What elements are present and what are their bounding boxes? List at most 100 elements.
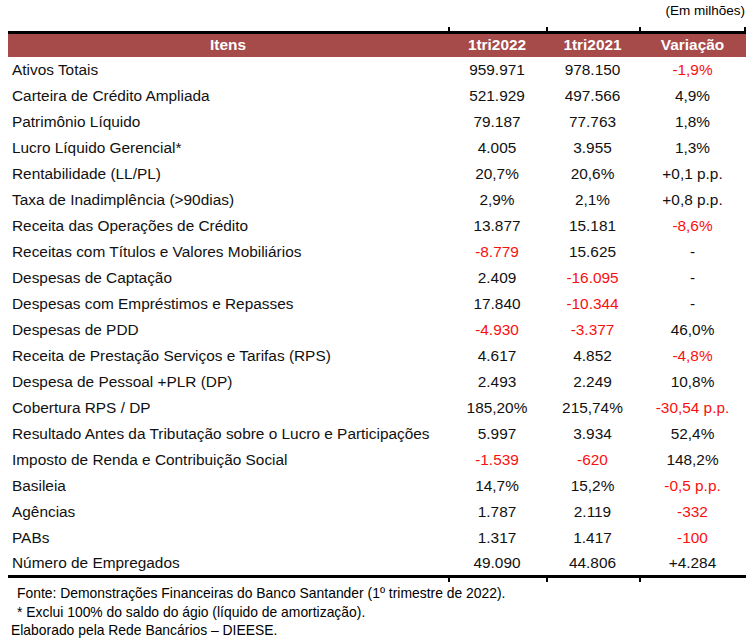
cell-q1-2021: 4.852 xyxy=(546,343,639,369)
cell-item: Receita de Prestação Serviços e Tarifas … xyxy=(8,343,448,369)
cell-q1-2021: 15.625 xyxy=(546,239,639,265)
cell-q1-2021: 3.955 xyxy=(546,135,639,161)
column-header-1tri2022: 1tri2022 xyxy=(448,33,546,57)
cell-item: Receita das Operações de Crédito xyxy=(8,213,448,239)
cell-variation: 10,8% xyxy=(639,369,746,395)
cell-q1-2021: 1.417 xyxy=(546,525,639,551)
cell-q1-2021: 497.566 xyxy=(546,83,639,109)
cell-q1-2021: 20,6% xyxy=(546,161,639,187)
cell-q1-2022: 4.005 xyxy=(448,135,546,161)
cell-q1-2022: 2,9% xyxy=(448,187,546,213)
cell-q1-2022: 959.971 xyxy=(448,57,546,83)
cell-variation: -100 xyxy=(639,525,746,551)
cell-variation: +0,8 p.p. xyxy=(639,187,746,213)
cell-item: PABs xyxy=(8,525,448,551)
cell-item: Receitas com Títulos e Valores Mobiliári… xyxy=(8,239,448,265)
column-header-1tri2021: 1tri2021 xyxy=(546,33,639,57)
cell-item: Despesas de Captação xyxy=(8,265,448,291)
cell-variation: -1,9% xyxy=(639,57,746,83)
table-row: PABs1.3171.417-100 xyxy=(8,525,746,551)
table-row: Resultado Antes da Tributação sobre o Lu… xyxy=(8,421,746,447)
cell-variation: 1,3% xyxy=(639,135,746,161)
cell-q1-2022: -4.930 xyxy=(448,317,546,343)
cell-q1-2021: 15.181 xyxy=(546,213,639,239)
table-row: Receita das Operações de Crédito13.87715… xyxy=(8,213,746,239)
cell-variation: 4,9% xyxy=(639,83,746,109)
cell-variation: -4,8% xyxy=(639,343,746,369)
column-divider-tick xyxy=(639,27,641,34)
column-header-itens: Itens xyxy=(8,33,448,57)
footnote-asterisk: * Exclui 100% do saldo do ágio (líquido … xyxy=(8,603,738,622)
cell-item: Carteira de Crédito Ampliada xyxy=(8,83,448,109)
cell-q1-2022: 1.317 xyxy=(448,525,546,551)
column-divider-tick xyxy=(639,575,641,582)
table-row: Taxa de Inadimplência (>90dias)2,9%2,1%+… xyxy=(8,187,746,213)
cell-variation: -8,6% xyxy=(639,213,746,239)
cell-variation: - xyxy=(639,291,746,317)
financial-table: Itens 1tri2022 1tri2021 Variação Ativos … xyxy=(8,31,746,578)
cell-q1-2021: 978.150 xyxy=(546,57,639,83)
cell-q1-2022: 49.090 xyxy=(448,551,546,577)
table-row: Rentabilidade (LL/PL)20,7%20,6%+0,1 p.p. xyxy=(8,161,746,187)
cell-q1-2022: 185,20% xyxy=(448,395,546,421)
cell-q1-2022: 79.187 xyxy=(448,109,546,135)
cell-q1-2021: 2.119 xyxy=(546,499,639,525)
footnotes: Fonte: Demonstrações Financeiras do Banc… xyxy=(8,584,738,640)
table-row: Ativos Totais959.971978.150-1,9% xyxy=(8,57,746,83)
cell-item: Ativos Totais xyxy=(8,57,448,83)
header-row: Itens 1tri2022 1tri2021 Variação xyxy=(8,33,746,57)
cell-item: Imposto de Renda e Contribuição Social xyxy=(8,447,448,473)
cell-q1-2022: -1.539 xyxy=(448,447,546,473)
cell-variation: 148,2% xyxy=(639,447,746,473)
cell-variation: +4.284 xyxy=(639,551,746,577)
cell-item: Lucro Líquido Gerencial* xyxy=(8,135,448,161)
column-header-variacao: Variação xyxy=(639,33,746,57)
unit-label: (Em milhões) xyxy=(665,3,745,18)
financial-table-wrap: Itens 1tri2022 1tri2021 Variação Ativos … xyxy=(8,31,746,578)
cell-q1-2021: -16.095 xyxy=(546,265,639,291)
cell-q1-2021: 15,2% xyxy=(546,473,639,499)
cell-item: Número de Empregados xyxy=(8,551,448,577)
cell-variation: 52,4% xyxy=(639,421,746,447)
table-row: Lucro Líquido Gerencial*4.0053.9551,3% xyxy=(8,135,746,161)
cell-item: Despesas de PDD xyxy=(8,317,448,343)
cell-q1-2022: 521.929 xyxy=(448,83,546,109)
table-row: Cobertura RPS / DP185,20%215,74%-30,54 p… xyxy=(8,395,746,421)
table-row: Receitas com Títulos e Valores Mobiliári… xyxy=(8,239,746,265)
cell-q1-2021: 44.806 xyxy=(546,551,639,577)
cell-q1-2022: 4.617 xyxy=(448,343,546,369)
cell-q1-2022: 13.877 xyxy=(448,213,546,239)
footnote-author: Elaborado pela Rede Bancários – DIEESE. xyxy=(8,621,738,640)
cell-variation: - xyxy=(639,239,746,265)
cell-variation: 46,0% xyxy=(639,317,746,343)
cell-variation: -30,54 p.p. xyxy=(639,395,746,421)
cell-q1-2022: 17.840 xyxy=(448,291,546,317)
cell-q1-2021: 77.763 xyxy=(546,109,639,135)
cell-q1-2021: 2.249 xyxy=(546,369,639,395)
cell-q1-2021: 3.934 xyxy=(546,421,639,447)
cell-item: Taxa de Inadimplência (>90dias) xyxy=(8,187,448,213)
cell-q1-2021: -10.344 xyxy=(546,291,639,317)
table-row: Receita de Prestação Serviços e Tarifas … xyxy=(8,343,746,369)
cell-item: Basileia xyxy=(8,473,448,499)
table-body: Ativos Totais959.971978.150-1,9%Carteira… xyxy=(8,57,746,577)
table-row: Número de Empregados49.09044.806+4.284 xyxy=(8,551,746,577)
cell-q1-2021: 2,1% xyxy=(546,187,639,213)
cell-item: Despesa de Pessoal +PLR (DP) xyxy=(8,369,448,395)
column-divider-tick xyxy=(744,27,746,34)
cell-item: Agências xyxy=(8,499,448,525)
cell-item: Resultado Antes da Tributação sobre o Lu… xyxy=(8,421,448,447)
cell-variation: +0,1 p.p. xyxy=(639,161,746,187)
table-row: Despesa de Pessoal +PLR (DP)2.4932.24910… xyxy=(8,369,746,395)
column-divider-tick xyxy=(546,575,548,582)
table-row: Despesas de Captação2.409-16.095- xyxy=(8,265,746,291)
cell-q1-2022: 2.409 xyxy=(448,265,546,291)
cell-q1-2022: -8.779 xyxy=(448,239,546,265)
cell-variation: - xyxy=(639,265,746,291)
cell-q1-2021: -3.377 xyxy=(546,317,639,343)
cell-q1-2022: 14,7% xyxy=(448,473,546,499)
table-row: Despesas de PDD-4.930-3.37746,0% xyxy=(8,317,746,343)
column-divider-tick xyxy=(546,27,548,34)
cell-item: Cobertura RPS / DP xyxy=(8,395,448,421)
cell-q1-2021: 215,74% xyxy=(546,395,639,421)
